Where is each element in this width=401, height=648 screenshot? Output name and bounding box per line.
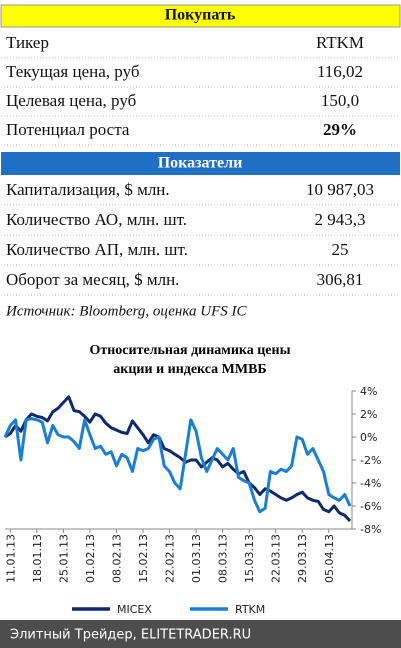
- indicators-header-bg: [1, 152, 400, 175]
- y-tick-label: 0%: [360, 431, 377, 444]
- row-label: Оборот за месяц, $ млн.: [6, 270, 179, 289]
- footer: Элитный Трейдер, ELITETRADER.RU: [10, 628, 251, 643]
- x-tick-label: 01.03.13: [190, 534, 203, 583]
- buy-header-bg: [0, 4, 401, 28]
- x-tick-label: 08.03.13: [217, 534, 230, 583]
- source: Источник: Bloomberg, оценка UFS IC: [5, 303, 248, 319]
- chart-title: Относительная динамика цены: [89, 343, 290, 358]
- x-tick-label: 08.02.13: [110, 534, 123, 583]
- y-tick-label: -6%: [360, 500, 381, 513]
- row-label: Целевая цена, руб: [6, 91, 136, 110]
- y-tick-label: 4%: [360, 385, 377, 398]
- row-value: RTKM: [316, 33, 364, 52]
- x-tick-label: 15.02.13: [137, 534, 150, 583]
- row-value: 150,0: [321, 91, 359, 110]
- row-label: Капитализация, $ млн.: [6, 180, 170, 199]
- x-tick-label: 29.03.13: [296, 534, 309, 583]
- y-tick-label: -2%: [360, 454, 381, 467]
- x-tick-label: 22.03.13: [270, 534, 283, 583]
- row-label: Количество АП, млн. шт.: [6, 240, 188, 259]
- x-tick-label: 22.02.13: [164, 534, 177, 583]
- x-tick-label: 05.04.13: [323, 534, 336, 583]
- row-value: 306,81: [317, 270, 364, 289]
- row-value: 25: [332, 240, 349, 259]
- x-tick-label: 01.02.13: [84, 534, 97, 583]
- y-tick-label: -8%: [360, 523, 381, 536]
- x-tick-label: 11.01.13: [4, 534, 17, 583]
- row-value: 10 987,03: [306, 180, 374, 199]
- y-tick-label: 2%: [360, 408, 377, 421]
- buy-header: Покупать: [165, 7, 236, 24]
- x-tick-label: 25.01.13: [57, 534, 70, 583]
- x-tick-label: 18.01.13: [31, 534, 44, 583]
- row-label: Потенциал роста: [6, 120, 130, 139]
- row-value: 116,02: [317, 62, 363, 81]
- y-tick-label: -4%: [360, 477, 381, 490]
- series-line: [3, 417, 352, 514]
- row-value: 2 943,3: [315, 210, 366, 229]
- legend-label: RTKM: [235, 603, 265, 616]
- row-label: Количество АО, млн. шт.: [6, 210, 187, 229]
- indicators-header: Показатели: [158, 155, 243, 172]
- series-line: [4, 395, 352, 523]
- footer-bg: [0, 620, 401, 648]
- row-label: Текущая цена, руб: [6, 62, 140, 81]
- legend-label: MICEX: [117, 603, 152, 616]
- chart-title: акции и индекса ММВБ: [113, 362, 266, 377]
- row-label: Тикер: [6, 33, 49, 52]
- x-tick-label: 15.03.13: [243, 534, 256, 583]
- row-value: 29%: [323, 120, 357, 139]
